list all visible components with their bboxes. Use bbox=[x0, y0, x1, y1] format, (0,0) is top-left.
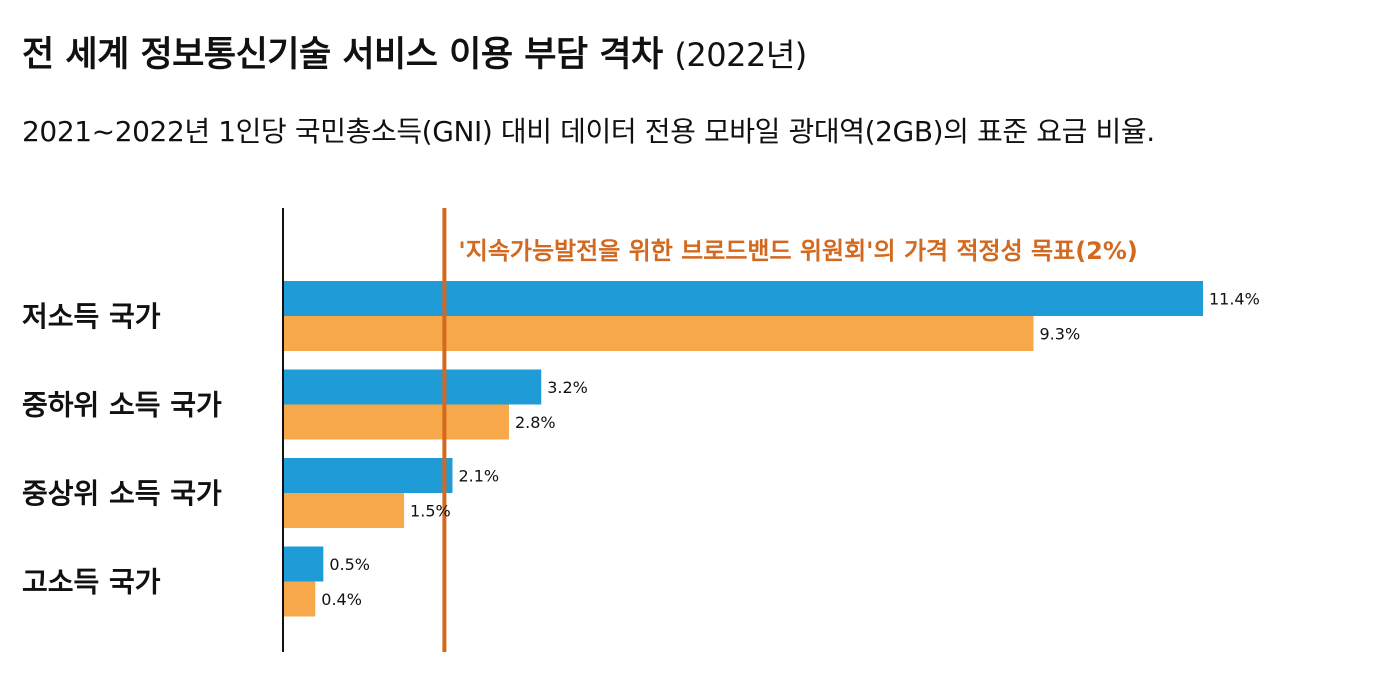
bar-orange-2 bbox=[283, 493, 405, 528]
data-label: 2.8% bbox=[515, 413, 556, 432]
chart-title: 전 세계 정보통신기술 서비스 이용 부담 격차 (2022년) bbox=[22, 26, 807, 77]
chart-subtitle: 2021~2022년 1인당 국민총소득(GNI) 대비 데이터 전용 모바일 … bbox=[22, 115, 1155, 148]
bar-blue-0 bbox=[283, 281, 1203, 316]
chart-title-suffix: (2022년) bbox=[674, 36, 807, 74]
data-label: 11.4% bbox=[1209, 290, 1260, 309]
data-label: 2.1% bbox=[458, 467, 499, 486]
data-label: 0.4% bbox=[321, 590, 362, 609]
bars-group bbox=[283, 281, 1203, 617]
chart-title-text: 전 세계 정보통신기술 서비스 이용 부담 격차 bbox=[22, 35, 663, 75]
bar-orange-0 bbox=[283, 316, 1034, 351]
labels-group: 11.4% 9.3% 저소득 국가 3.2% 2.8% 중하위 소득 국가 2.1% 1.5%… bbox=[22, 290, 1260, 610]
category-label: 고소득 국가 bbox=[22, 566, 161, 599]
category-label: 저소득 국가 bbox=[22, 300, 161, 333]
category-label: 중상위 소득 국가 bbox=[22, 477, 222, 510]
bar-blue-1 bbox=[283, 369, 542, 405]
bar-orange-1 bbox=[283, 404, 509, 440]
data-label: 9.3% bbox=[1040, 325, 1081, 344]
target-label: '지속가능발전을 위한 브로드밴드 위원회'의 가격 적정성 목표(2%) bbox=[458, 237, 1138, 265]
data-label: 0.5% bbox=[329, 555, 370, 574]
bar-blue-3 bbox=[283, 546, 324, 582]
data-label: 3.2% bbox=[547, 378, 588, 397]
bar-orange-3 bbox=[283, 581, 316, 617]
bar-blue-2 bbox=[283, 458, 453, 493]
category-label: 중하위 소득 국가 bbox=[22, 389, 222, 422]
data-label: 1.5% bbox=[410, 502, 451, 521]
